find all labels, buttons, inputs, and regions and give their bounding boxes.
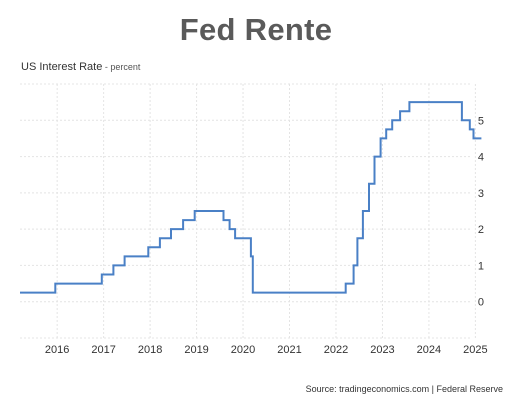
y-tick-label: 2 xyxy=(478,224,484,236)
chart-title: Fed Rente xyxy=(179,12,333,47)
grid-lines xyxy=(20,83,476,339)
source-note: Source: tradingeconomics.com | Federal R… xyxy=(305,384,503,394)
x-tick-label: 2025 xyxy=(463,344,487,356)
x-tick-label: 2023 xyxy=(370,344,394,356)
x-tick-label: 2017 xyxy=(91,344,115,356)
y-axis: 0 1 2 3 4 5 xyxy=(478,115,484,308)
x-tick-label: 2020 xyxy=(231,344,255,356)
y-tick-label: 1 xyxy=(478,260,484,272)
y-tick-label: 3 xyxy=(478,188,484,200)
x-tick-label: 2024 xyxy=(417,344,441,356)
x-tick-label: 2016 xyxy=(45,344,69,356)
series-group xyxy=(20,101,482,294)
series-line xyxy=(20,101,482,294)
x-tick-label: 2021 xyxy=(277,344,301,356)
x-tick-label: 2019 xyxy=(184,344,208,356)
x-tick-label: 2022 xyxy=(324,344,348,356)
x-axis: 2016 2017 2018 2019 2020 2021 2022 2023 2024 2025 xyxy=(45,344,488,356)
y-tick-label: 4 xyxy=(478,152,484,164)
y-tick-label: 0 xyxy=(478,297,484,309)
series-label: US Interest Rate xyxy=(21,61,103,73)
y-tick-label: 5 xyxy=(478,115,484,127)
chart-subtitle: US Interest Rate - percent xyxy=(21,61,140,73)
x-tick-label: 2018 xyxy=(138,344,162,356)
unit-label: - percent xyxy=(102,62,141,72)
